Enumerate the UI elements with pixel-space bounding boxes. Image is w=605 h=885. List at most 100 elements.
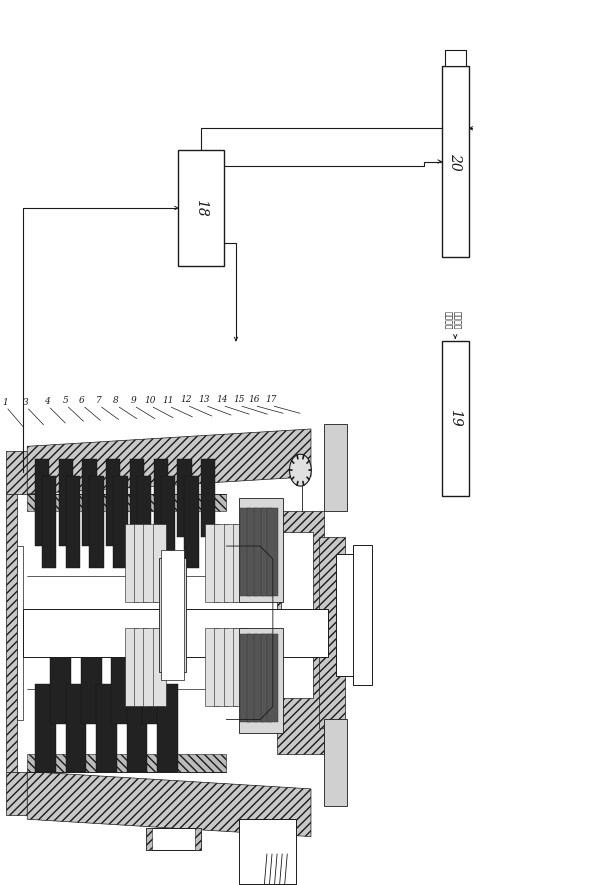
Bar [161,476,175,568]
Bar [267,635,278,721]
Polygon shape [146,828,201,850]
Bar [81,636,102,724]
Bar [152,524,166,603]
Bar [224,524,237,603]
Bar [261,509,272,596]
Bar [90,476,104,568]
Bar [324,719,347,806]
Bar [233,627,247,706]
Bar [50,636,71,724]
Polygon shape [277,512,324,754]
Bar [185,476,198,568]
Bar [96,684,117,772]
Text: 接近信号: 接近信号 [443,312,452,329]
Bar [137,476,151,568]
Bar [267,509,278,596]
Bar [126,684,148,772]
Circle shape [289,454,311,486]
Polygon shape [146,828,152,850]
Bar [35,458,49,546]
Bar [281,532,313,697]
Text: 6: 6 [79,396,85,405]
Bar [261,635,272,721]
Bar [134,524,148,603]
Bar [254,635,265,721]
Text: 9: 9 [130,396,136,405]
Polygon shape [6,450,27,494]
Bar [125,524,139,603]
Bar [240,509,251,596]
Bar [239,819,296,884]
Bar [224,627,237,706]
Text: 控制信号: 控制信号 [453,312,462,329]
Text: 16: 16 [248,396,260,404]
Bar [159,558,186,672]
Text: 10: 10 [144,396,156,405]
Text: 5: 5 [62,396,68,405]
Bar [125,627,139,706]
Text: 19: 19 [448,409,462,427]
Bar [336,554,359,676]
Text: 4: 4 [44,397,50,406]
Bar [324,424,347,512]
Text: 18: 18 [194,199,208,217]
Polygon shape [27,772,311,836]
Bar [42,476,56,568]
Text: 1: 1 [2,398,8,407]
Bar [177,458,192,537]
Bar [445,50,466,66]
Bar [106,458,120,546]
Text: 13: 13 [198,396,211,404]
Bar [66,476,80,568]
Text: 20: 20 [448,152,462,171]
Bar [353,545,372,685]
Bar [201,458,215,537]
Bar [143,524,157,603]
Polygon shape [195,828,201,850]
Bar [65,684,87,772]
Bar [178,150,224,266]
Bar [205,627,219,706]
Bar [143,627,157,706]
Bar [254,509,265,596]
Bar [59,458,73,546]
Bar [161,550,183,681]
Bar [113,476,128,568]
Bar [35,684,56,772]
Polygon shape [319,537,345,728]
Polygon shape [6,494,16,772]
Bar [82,458,97,546]
Bar [233,524,247,603]
Bar [247,635,258,721]
Bar [154,458,168,537]
Bar [214,524,228,603]
Bar [16,546,23,720]
Bar [442,341,469,496]
Polygon shape [27,429,311,494]
Polygon shape [6,772,27,815]
Bar [111,636,132,724]
Text: 12: 12 [180,396,192,404]
Bar [134,627,148,706]
Text: 14: 14 [216,396,228,404]
Bar [130,458,144,537]
Bar [239,497,283,603]
Bar [240,635,251,721]
Text: 17: 17 [265,396,277,404]
Text: 3: 3 [22,398,28,407]
Text: 7: 7 [96,396,102,405]
Bar [239,627,283,733]
Polygon shape [27,494,226,512]
Text: 8: 8 [113,396,119,405]
Bar [152,627,166,706]
Text: 15: 15 [233,396,245,404]
Bar [205,524,219,603]
Bar [214,627,228,706]
Bar [442,66,469,257]
Bar [157,684,178,772]
Bar [142,636,163,724]
Polygon shape [27,754,226,772]
Bar [23,609,328,657]
Text: 11: 11 [162,396,174,405]
Bar [247,509,258,596]
